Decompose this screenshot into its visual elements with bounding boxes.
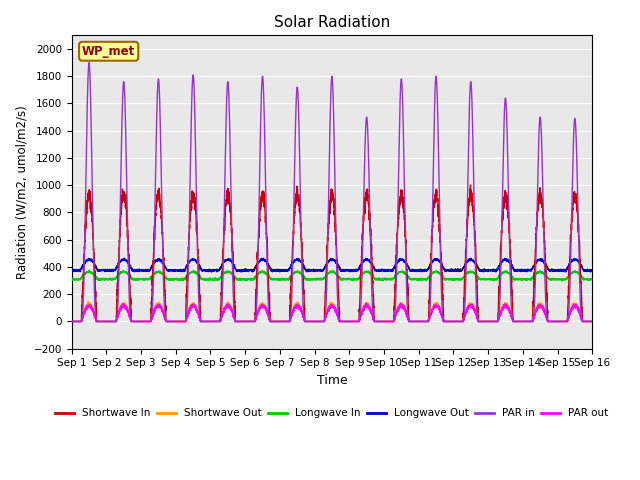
- Text: WP_met: WP_met: [82, 45, 135, 58]
- Legend: Shortwave In, Shortwave Out, Longwave In, Longwave Out, PAR in, PAR out: Shortwave In, Shortwave Out, Longwave In…: [51, 404, 612, 422]
- X-axis label: Time: Time: [317, 374, 348, 387]
- Y-axis label: Radiation (W/m2, umol/m2/s): Radiation (W/m2, umol/m2/s): [15, 105, 28, 279]
- Title: Solar Radiation: Solar Radiation: [274, 15, 390, 30]
